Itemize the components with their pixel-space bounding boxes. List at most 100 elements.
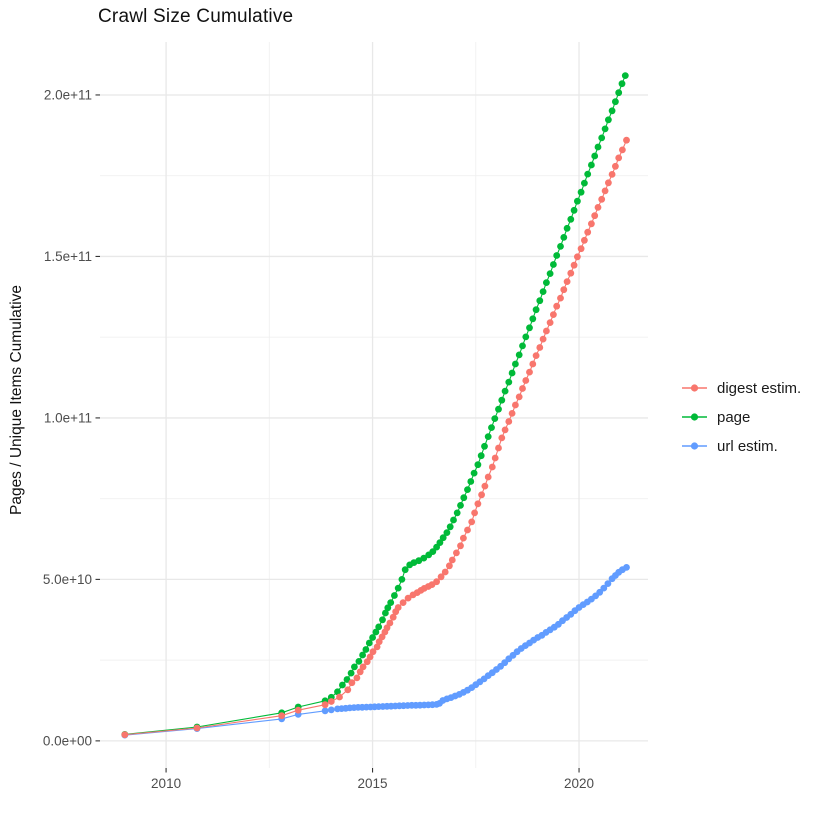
point-digest-estim [441, 568, 449, 576]
point-digest-estim [532, 352, 540, 359]
point-digest-estim [526, 368, 533, 376]
point-page [522, 333, 530, 341]
point-digest-estim [348, 679, 356, 687]
point-digest-estim [399, 599, 407, 606]
point-page [420, 554, 428, 562]
x-tick-label: 2020 [564, 776, 594, 791]
point-page [382, 609, 389, 617]
legend-label: url estim. [717, 437, 778, 455]
point-digest-estim [591, 212, 599, 220]
point-digest-estim [550, 311, 557, 318]
point-page [484, 433, 492, 440]
point-page [334, 688, 341, 696]
point-page [550, 261, 557, 268]
point-page [618, 80, 626, 88]
point-page [515, 351, 523, 359]
y-tick-label: 0.0e+00 [43, 734, 92, 749]
point-digest-estim [498, 434, 506, 442]
point-digest-estim [501, 426, 509, 434]
point-digest-estim [594, 204, 602, 211]
point-digest-estim [121, 731, 129, 739]
point-url-estim [623, 564, 630, 571]
series-digest-estim [121, 136, 630, 739]
point-page [498, 396, 506, 404]
point-digest-estim [623, 136, 630, 144]
chart-title: Crawl Size Cumulative [98, 6, 294, 27]
point-page [439, 534, 447, 542]
point-digest-estim [608, 171, 616, 178]
point-digest-estim [484, 473, 492, 481]
point-digest-estim [588, 220, 595, 228]
point-page [612, 98, 619, 106]
point-page [532, 306, 540, 314]
point-page [621, 72, 629, 79]
point-digest-estim [536, 344, 544, 351]
point-digest-estim [515, 393, 523, 401]
grid-major [100, 42, 648, 768]
point-digest-estim [581, 236, 588, 244]
point-page [470, 469, 478, 477]
legend-item-url-estim: url estim. [681, 436, 801, 456]
point-digest-estim [598, 195, 606, 203]
point-digest-estim [553, 302, 561, 310]
point-digest-estim [481, 482, 489, 490]
point-page [359, 651, 366, 659]
point-digest-estim [543, 327, 550, 335]
y-tick-label: 1.5e+11 [44, 249, 92, 264]
point-page [457, 502, 464, 509]
point-page [553, 252, 561, 259]
point-page [543, 279, 550, 286]
point-digest-estim [453, 549, 460, 557]
axes: 2010 2015 2020 0.0e+00 5.0e+10 1.0e+11 1.5e+11… [43, 88, 594, 791]
point-page [574, 197, 581, 205]
point-digest-estim [464, 526, 471, 534]
point-page [539, 288, 547, 295]
point-page [501, 387, 509, 395]
point-url-estim [596, 588, 604, 596]
point-digest-estim [563, 278, 571, 285]
point-page [467, 478, 475, 485]
point-page [474, 461, 482, 469]
point-digest-estim [512, 401, 519, 409]
point-digest-estim [584, 228, 592, 236]
point-digest-estim [557, 294, 564, 302]
point-page [560, 234, 568, 241]
point-page [584, 170, 592, 178]
point-digest-estim [577, 245, 585, 253]
point-page [372, 628, 380, 636]
legend-item-digest-estim: digest estim. [681, 378, 801, 398]
point-page [379, 616, 386, 624]
point-digest-estim [389, 613, 397, 621]
point-page [481, 442, 488, 450]
legend-label: digest estim. [717, 379, 802, 397]
y-tick-label: 5.0e+10 [43, 572, 92, 587]
point-page [436, 539, 444, 546]
x-tick-label: 2010 [151, 776, 181, 791]
point-page [446, 523, 454, 531]
point-page [415, 557, 423, 565]
point-digest-estim [546, 319, 554, 326]
point-digest-estim [508, 410, 516, 417]
legend-key-point [690, 384, 699, 392]
point-page [601, 125, 609, 133]
point-page [588, 161, 595, 169]
point-digest-estim [488, 463, 496, 471]
point-url-estim [600, 584, 608, 592]
point-digest-estim [567, 269, 575, 277]
point-page [391, 592, 398, 599]
point-page [339, 681, 346, 689]
point-url-estim [327, 706, 335, 714]
point-digest-estim [366, 653, 374, 661]
point-page [460, 494, 468, 502]
point-digest-estim [471, 509, 478, 517]
point-digest-estim [460, 534, 467, 542]
point-digest-estim [519, 385, 526, 392]
point-digest-estim [570, 261, 578, 269]
point-page [526, 324, 533, 332]
point-digest-estim [478, 491, 485, 499]
legend: digest estim. page url estim. [681, 378, 801, 456]
point-page [488, 424, 495, 431]
point-page [557, 243, 564, 250]
point-digest-estim [327, 698, 335, 705]
point-digest-estim [612, 162, 619, 170]
